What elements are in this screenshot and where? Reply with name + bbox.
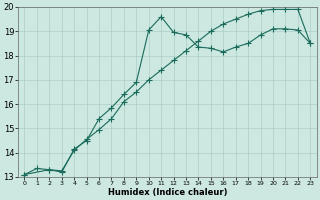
X-axis label: Humidex (Indice chaleur): Humidex (Indice chaleur) (108, 188, 227, 197)
